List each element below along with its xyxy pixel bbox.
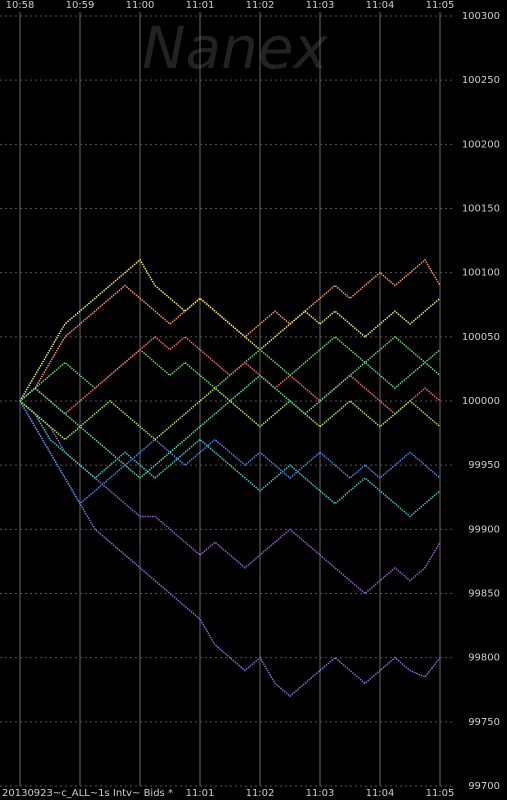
series-line [19,335,441,415]
x-tick-label: 11:04 [366,788,395,799]
x-tick-label: 11:02 [246,0,275,11]
y-tick-label: 100150 [462,204,500,215]
x-tick-label: 11:01 [186,0,215,11]
x-tick-label: 11:05 [426,0,455,11]
y-tick-label: 100200 [462,139,500,150]
footer: 20130923~c_ALL~1s Intv~ Bids * [2,788,173,799]
x-tick-label: 11:01 [186,788,215,799]
x-tick-label: 11:04 [366,0,395,11]
series-line [19,400,441,595]
y-tick-label: 99850 [468,589,500,600]
y-tick-label: 100050 [462,332,500,343]
x-tick-label: 11:05 [426,788,455,799]
y-tick-label: 99750 [468,717,500,728]
y-tick-label: 99700 [468,781,500,792]
y-tick-label: 100250 [462,75,500,86]
y-tick-label: 99800 [468,653,500,664]
x-tick-label: 11:02 [246,788,275,799]
x-tick-label: 11:03 [306,788,335,799]
series-line [19,400,441,518]
x-tick-label: 11:00 [126,0,155,11]
series-line [19,400,441,698]
y-tick-label: 99900 [468,524,500,535]
watermark: Nanex [142,14,328,82]
series-line [19,400,441,505]
y-tick-label: 100000 [462,396,500,407]
x-tick-label: 10:58 [6,0,35,11]
series-line [19,361,441,479]
y-tick-label: 100300 [462,11,500,22]
series-line [19,258,441,402]
y-tick-label: 99950 [468,460,500,471]
x-tick-label: 11:03 [306,0,335,11]
x-tick-label: 10:59 [66,0,95,11]
y-tick-label: 100100 [462,268,500,279]
